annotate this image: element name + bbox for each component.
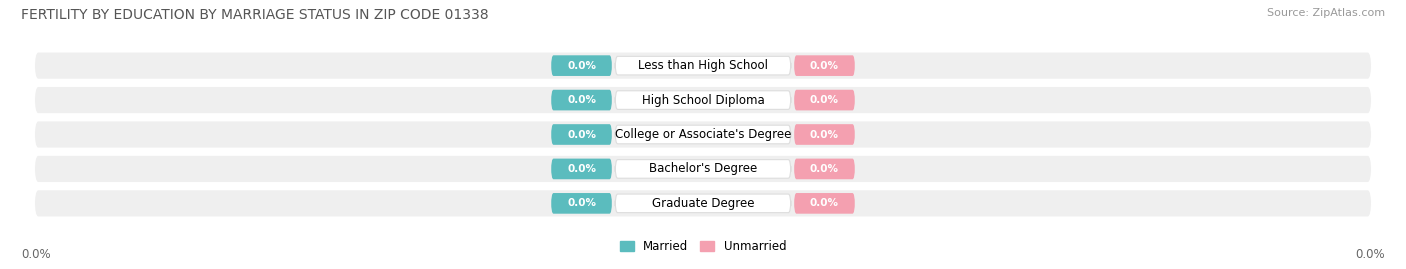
Text: 0.0%: 0.0% — [810, 164, 839, 174]
FancyBboxPatch shape — [551, 193, 612, 214]
Text: 0.0%: 0.0% — [567, 198, 596, 208]
Text: 0.0%: 0.0% — [810, 129, 839, 140]
FancyBboxPatch shape — [616, 56, 790, 75]
Text: 0.0%: 0.0% — [567, 61, 596, 71]
Text: 0.0%: 0.0% — [567, 164, 596, 174]
Text: Less than High School: Less than High School — [638, 59, 768, 72]
FancyBboxPatch shape — [794, 159, 855, 179]
Text: FERTILITY BY EDUCATION BY MARRIAGE STATUS IN ZIP CODE 01338: FERTILITY BY EDUCATION BY MARRIAGE STATU… — [21, 8, 489, 22]
FancyBboxPatch shape — [551, 55, 612, 76]
FancyBboxPatch shape — [35, 190, 1371, 217]
FancyBboxPatch shape — [35, 156, 1371, 182]
Text: 0.0%: 0.0% — [21, 248, 51, 261]
Text: College or Associate's Degree: College or Associate's Degree — [614, 128, 792, 141]
FancyBboxPatch shape — [616, 194, 790, 213]
Text: 0.0%: 0.0% — [810, 95, 839, 105]
Text: Bachelor's Degree: Bachelor's Degree — [650, 162, 756, 175]
FancyBboxPatch shape — [794, 193, 855, 214]
Text: 0.0%: 0.0% — [1355, 248, 1385, 261]
FancyBboxPatch shape — [551, 90, 612, 110]
FancyBboxPatch shape — [35, 52, 1371, 79]
FancyBboxPatch shape — [35, 87, 1371, 113]
Text: 0.0%: 0.0% — [567, 95, 596, 105]
Text: 0.0%: 0.0% — [810, 61, 839, 71]
FancyBboxPatch shape — [551, 159, 612, 179]
FancyBboxPatch shape — [616, 160, 790, 178]
FancyBboxPatch shape — [616, 125, 790, 144]
Text: 0.0%: 0.0% — [567, 129, 596, 140]
FancyBboxPatch shape — [794, 55, 855, 76]
FancyBboxPatch shape — [35, 121, 1371, 148]
Text: Source: ZipAtlas.com: Source: ZipAtlas.com — [1267, 8, 1385, 18]
FancyBboxPatch shape — [616, 91, 790, 109]
Text: 0.0%: 0.0% — [810, 198, 839, 208]
FancyBboxPatch shape — [794, 124, 855, 145]
Text: Graduate Degree: Graduate Degree — [652, 197, 754, 210]
FancyBboxPatch shape — [551, 124, 612, 145]
Legend: Married, Unmarried: Married, Unmarried — [614, 235, 792, 258]
FancyBboxPatch shape — [794, 90, 855, 110]
Text: High School Diploma: High School Diploma — [641, 94, 765, 107]
